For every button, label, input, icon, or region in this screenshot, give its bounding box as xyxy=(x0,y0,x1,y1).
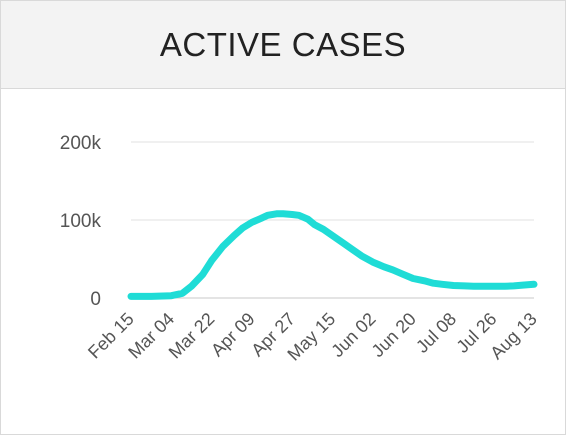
y-tick-label: 100k xyxy=(60,211,102,232)
y-tick-label: 0 xyxy=(90,289,101,310)
y-tick-labels: 0 100k 200k xyxy=(60,133,102,310)
chart-title: ACTIVE CASES xyxy=(159,25,407,63)
x-tick-label: Mar 22 xyxy=(165,309,219,363)
x-tick-label: Jul 08 xyxy=(412,309,460,357)
card-header: ACTIVE CASES xyxy=(1,1,565,89)
x-tick-label: Jun 20 xyxy=(368,309,420,361)
series-layer xyxy=(127,210,538,300)
grid-lines xyxy=(131,141,534,299)
chart-area: 0 100k 200k Feb 15 Mar 04 Mar 22 Apr 09 Apr 27… xyxy=(1,89,565,434)
x-tick-label: Jun 02 xyxy=(327,309,379,361)
series-line xyxy=(127,210,538,300)
y-tick-label: 200k xyxy=(60,133,102,154)
x-tick-label: Apr 09 xyxy=(207,309,259,361)
